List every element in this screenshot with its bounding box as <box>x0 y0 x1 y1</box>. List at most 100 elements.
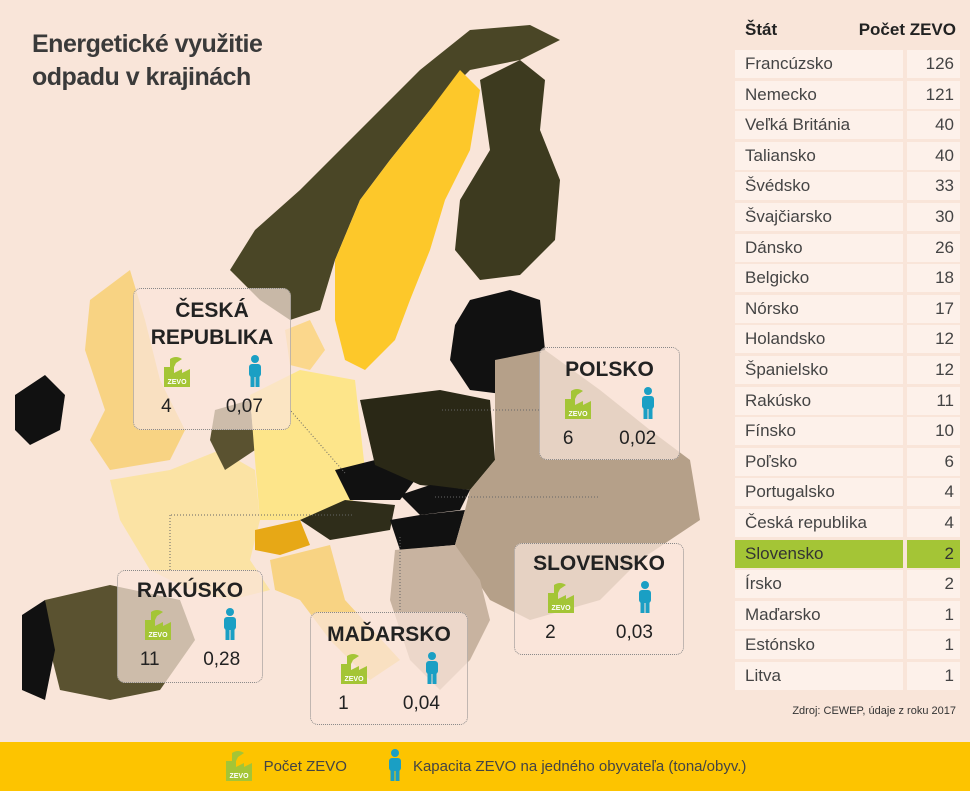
country-name: Švédsko <box>735 172 903 201</box>
table-row: Veľká Británia 40 <box>735 111 960 140</box>
country-name: Česká republika <box>735 508 903 537</box>
person-icon <box>424 652 440 689</box>
table-row: Rakúsko 11 <box>735 386 960 415</box>
table-row: Nemecko 121 <box>735 80 960 109</box>
plant-icon: ZEVO <box>339 652 369 689</box>
country-name: Belgicko <box>735 264 903 293</box>
country-name: Švajčiarsko <box>735 202 903 231</box>
country-switzerland <box>255 520 310 555</box>
table-row: Portugalsko 4 <box>735 478 960 507</box>
country-austria <box>300 500 395 540</box>
zevo-count: 12 <box>907 325 960 354</box>
table-row: Poľsko 6 <box>735 447 960 476</box>
country-name: Dánsko <box>735 233 903 262</box>
table-row: Litva 1 <box>735 661 960 690</box>
table-row: Česká republika 4 <box>735 508 960 537</box>
legend: ZEVO Počet ZEVO Kapacita ZEVO na jedného … <box>0 742 970 791</box>
zevo-count: 12 <box>907 355 960 384</box>
country-name: Írsko <box>735 570 903 599</box>
svg-text:ZEVO: ZEVO <box>167 379 187 386</box>
zevo-count: 26 <box>907 233 960 262</box>
zevo-count: 11 <box>907 386 960 415</box>
legend-item-person: Kapacita ZEVO na jedného obyvateľa (tona… <box>387 748 746 785</box>
zevo-count: 126 <box>907 50 960 78</box>
callout-slovakia: SLOVENSKO ZEVO 2 0,03 <box>514 543 684 655</box>
table-row: Španielsko 12 <box>735 355 960 384</box>
country-name: Fínsko <box>735 417 903 446</box>
zevo-count: 30 <box>907 202 960 231</box>
legend-item-plant: ZEVO Počet ZEVO <box>224 749 347 785</box>
table-row: Belgicko 18 <box>735 264 960 293</box>
country-name: Španielsko <box>735 355 903 384</box>
table-row: Írsko 2 <box>735 570 960 599</box>
country-name: Taliansko <box>735 141 903 170</box>
zevo-count: 2 <box>907 539 960 568</box>
callout-poland: POĽSKO ZEVO 6 0,02 <box>539 347 680 460</box>
country-name: Litva <box>735 661 903 690</box>
country-name: Francúzsko <box>735 50 903 78</box>
person-icon <box>637 581 653 618</box>
page-title: Energetické využitie odpadu v krajinách <box>32 30 263 91</box>
zevo-count: 18 <box>907 264 960 293</box>
zevo-count: 40 <box>907 111 960 140</box>
table-header: Štát Počet ZEVO <box>745 20 956 39</box>
plant-icon: ZEVO <box>563 387 593 424</box>
svg-text:ZEVO: ZEVO <box>229 773 249 780</box>
country-ireland <box>15 375 65 445</box>
svg-text:ZEVO: ZEVO <box>148 632 168 639</box>
country-name: Maďarsko <box>735 600 903 629</box>
table-row: Švajčiarsko 30 <box>735 202 960 231</box>
zevo-count: 1 <box>907 600 960 629</box>
table-row: Nórsko 17 <box>735 294 960 323</box>
callout-hungary: MAĎARSKO ZEVO 1 0,04 <box>310 612 468 725</box>
country-finland <box>455 60 560 280</box>
country-name: Veľká Británia <box>735 111 903 140</box>
person-icon <box>247 355 263 392</box>
plant-icon: ZEVO <box>162 355 192 392</box>
callout-czech-republic: ČESKÁ REPUBLIKA ZEVO 4 0,07 <box>133 288 291 430</box>
table-row: Estónsko 1 <box>735 631 960 660</box>
country-slovakia <box>400 485 470 515</box>
plant-icon: ZEVO <box>224 749 254 785</box>
country-name: Holandsko <box>735 325 903 354</box>
plant-icon: ZEVO <box>143 608 173 645</box>
country-name: Slovensko <box>735 539 903 568</box>
person-icon <box>640 387 656 424</box>
person-icon <box>222 608 238 645</box>
country-name: Nemecko <box>735 80 903 109</box>
zevo-count: 121 <box>907 80 960 109</box>
svg-text:ZEVO: ZEVO <box>344 676 364 683</box>
country-sweden <box>335 70 480 370</box>
zevo-count: 10 <box>907 417 960 446</box>
zevo-count: 17 <box>907 294 960 323</box>
country-name: Rakúsko <box>735 386 903 415</box>
country-name: Estónsko <box>735 631 903 660</box>
zevo-count: 1 <box>907 631 960 660</box>
table-row: Holandsko 12 <box>735 325 960 354</box>
table-row: Francúzsko 126 <box>735 50 960 78</box>
plant-icon: ZEVO <box>546 581 576 618</box>
zevo-count: 33 <box>907 172 960 201</box>
country-hungary <box>390 510 465 550</box>
table-row: Slovensko 2 <box>735 539 960 568</box>
zevo-count: 6 <box>907 447 960 476</box>
country-name: Poľsko <box>735 447 903 476</box>
country-france <box>110 450 270 600</box>
zevo-count: 2 <box>907 570 960 599</box>
callout-austria: RAKÚSKO ZEVO 11 0,28 <box>117 570 263 683</box>
country-poland <box>360 390 495 490</box>
zevo-count: 1 <box>907 661 960 690</box>
zevo-count: 4 <box>907 508 960 537</box>
svg-text:ZEVO: ZEVO <box>569 411 589 418</box>
country-norway <box>230 25 560 320</box>
person-icon <box>387 748 403 785</box>
zevo-count: 40 <box>907 141 960 170</box>
zevo-count: 4 <box>907 478 960 507</box>
source-note: Zdroj: CEWEP, údaje z roku 2017 <box>792 705 956 717</box>
table-row: Fínsko 10 <box>735 417 960 446</box>
table-row: Maďarsko 1 <box>735 600 960 629</box>
country-portugal <box>22 600 55 700</box>
table-row: Taliansko 40 <box>735 141 960 170</box>
zevo-table: Štát Počet ZEVO Francúzsko 126 Nemecko 121 V… <box>735 20 960 692</box>
country-name: Nórsko <box>735 294 903 323</box>
